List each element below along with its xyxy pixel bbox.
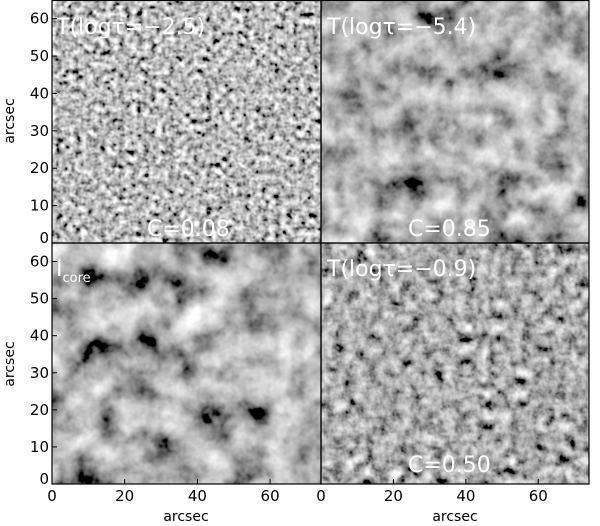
x-tick-label: 0 <box>316 487 326 505</box>
x-tick-label: 60 <box>261 487 280 505</box>
y-axis-label-bottom: arcsec <box>2 341 18 386</box>
y-tick-label: 0 <box>39 229 49 247</box>
y-tick-label: 30 <box>30 122 49 140</box>
y-tick-label: 30 <box>30 364 49 382</box>
x-tick-label: 20 <box>115 487 134 505</box>
panel-image-bottom-left <box>52 243 321 484</box>
tick-layer: 0 10 20 30 40 50 60 0 10 20 30 40 50 60 0 20 40 60 0 20 40 60 <box>30 10 548 505</box>
y-axis-label-top: arcsec <box>2 98 18 143</box>
panel-image-top-left <box>52 0 321 243</box>
y-tick-label: 40 <box>30 327 49 345</box>
contrast-label-bottom-right: C=0.50 <box>408 453 491 478</box>
x-tick-label: 40 <box>456 487 475 505</box>
y-tick-label: 50 <box>30 47 49 65</box>
panel-title-bottom-left: Icore <box>56 257 91 286</box>
y-tick-label: 10 <box>30 197 49 215</box>
y-tick-label: 50 <box>30 290 49 308</box>
panel-image-top-right <box>321 0 589 243</box>
panel-title-top-left: T(logτ=−2.5) <box>55 15 205 40</box>
x-axis-label-left: arcsec <box>163 509 208 525</box>
panel-title-subscript: core <box>63 271 91 286</box>
y-tick-label: 0 <box>39 470 49 488</box>
x-tick-label: 40 <box>188 487 207 505</box>
y-tick-label: 20 <box>30 159 49 177</box>
panel-title-main: I <box>56 257 63 282</box>
y-tick-label: 60 <box>30 10 49 28</box>
x-tick-label: 0 <box>47 487 57 505</box>
x-tick-label: 60 <box>529 487 548 505</box>
y-tick-label: 20 <box>30 401 49 419</box>
panel-title-bottom-right: T(logτ=−0.9) <box>326 257 476 282</box>
y-tick-label: 40 <box>30 84 49 102</box>
contrast-label-top-right: C=0.85 <box>408 217 491 242</box>
y-tick-label: 60 <box>30 253 49 271</box>
x-axis-label-right: arcsec <box>432 509 477 525</box>
panel-frame-bottom-right <box>320 242 590 485</box>
contrast-label-top-left: C=0.08 <box>147 217 230 242</box>
panel-title-top-right: T(logτ=−5.4) <box>326 15 476 40</box>
y-tick-label: 10 <box>30 438 49 456</box>
panel-image-bottom-right <box>321 243 589 484</box>
x-tick-label: 20 <box>384 487 403 505</box>
